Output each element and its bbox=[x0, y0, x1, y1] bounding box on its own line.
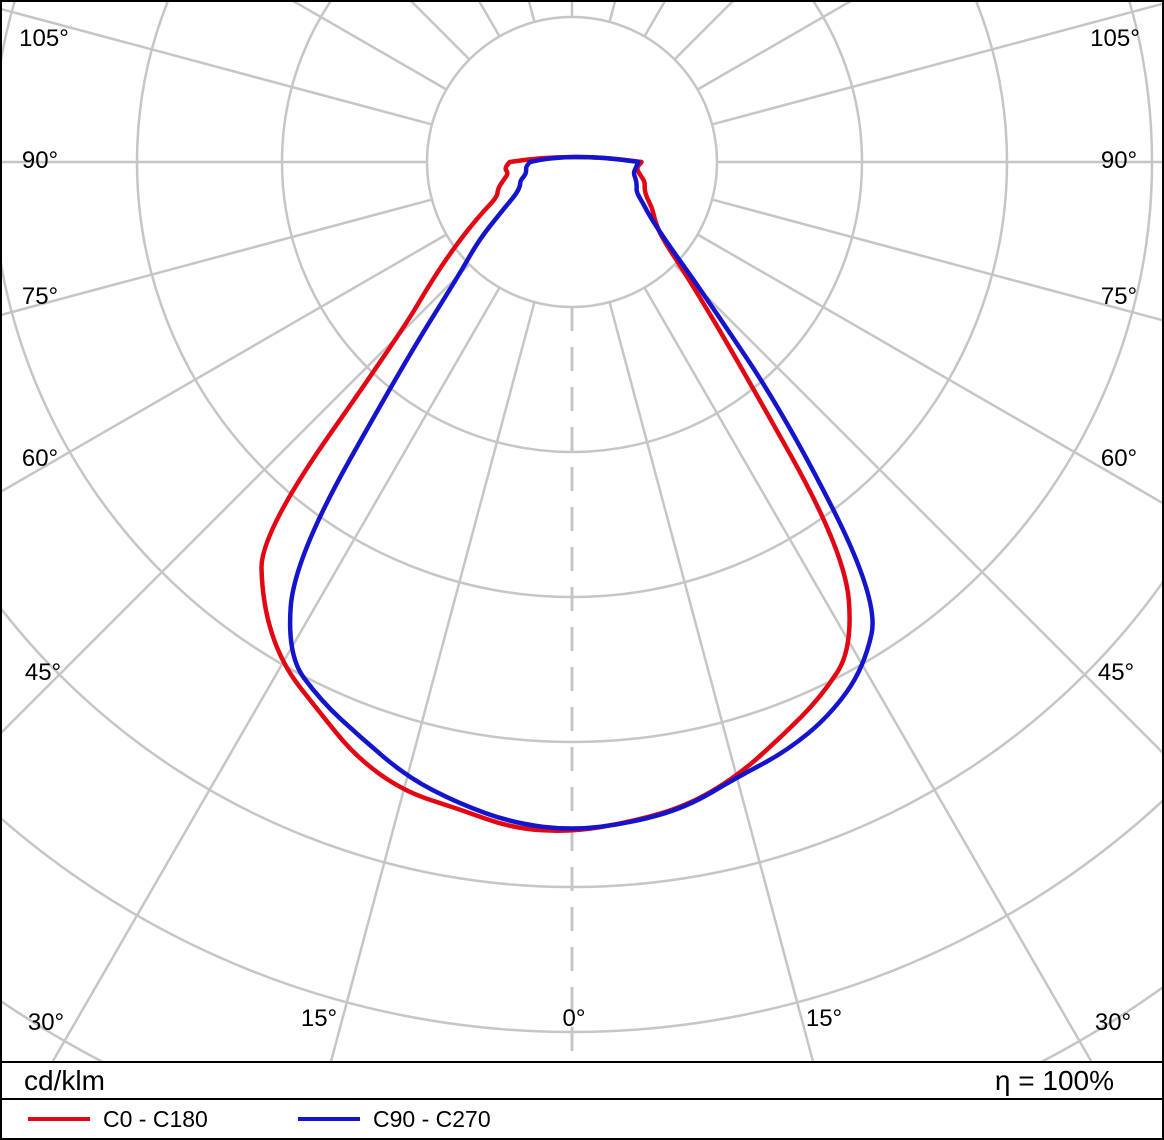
blue-curve-line-icon bbox=[298, 1117, 360, 1121]
angle-label: 90° bbox=[21, 147, 59, 174]
grid-ray bbox=[673, 2, 734, 61]
angle-label: 15° bbox=[805, 1005, 843, 1032]
angle-label: 0° bbox=[562, 1005, 586, 1032]
legend-label-c0-c180: C0 - C180 bbox=[103, 1105, 208, 1132]
grid-ring bbox=[425, 15, 719, 309]
grid-ray bbox=[478, 2, 501, 38]
efficiency-label: η = 100% bbox=[994, 1064, 1114, 1096]
grid-ray bbox=[2, 198, 433, 317]
grid-ring bbox=[2, 2, 1154, 744]
angle-label: 30° bbox=[27, 1009, 65, 1036]
grid-ray bbox=[2, 263, 471, 734]
grid-ray bbox=[527, 2, 536, 23]
legend-item-c0-c180: C0 - C180 bbox=[28, 1106, 252, 1133]
grid-ray bbox=[711, 2, 1162, 126]
angle-label: 75° bbox=[21, 283, 59, 310]
legend-item-c90-c270: C90 - C270 bbox=[298, 1106, 491, 1133]
angle-label: 60° bbox=[21, 445, 59, 472]
grid-ray bbox=[2, 233, 448, 493]
angle-label: 60° bbox=[1100, 445, 1138, 472]
grid-ray bbox=[2, 7, 433, 126]
grid-ring bbox=[280, 2, 864, 454]
angle-label: 75° bbox=[1100, 283, 1138, 310]
grid-ray bbox=[673, 263, 1162, 754]
legend: C0 - C180 C90 - C270 bbox=[2, 1100, 1162, 1138]
grid-ring bbox=[2, 581, 1162, 889]
footer-top-row: cd/klm η = 100% bbox=[2, 1063, 1162, 1100]
angle-label: 105° bbox=[19, 25, 69, 52]
polar-chart-svg bbox=[2, 2, 1162, 1061]
polar-diagram: 105° 90° 75° 60° 45° 30° 105° 90° 75° 60° 45° 30° 15… bbox=[2, 2, 1162, 1063]
grid-ray bbox=[51, 286, 501, 1061]
grid-ray bbox=[643, 2, 666, 38]
grid-ray bbox=[410, 2, 471, 61]
grid-ray bbox=[608, 301, 815, 1061]
red-curve-line-icon bbox=[28, 1117, 90, 1121]
grid-ray bbox=[608, 2, 617, 23]
grid-ray bbox=[696, 233, 1162, 505]
grid-ray bbox=[329, 301, 536, 1061]
angle-label: 45° bbox=[1097, 659, 1135, 686]
angle-label: 30° bbox=[1094, 1009, 1132, 1036]
diagram-footer: cd/klm η = 100% C0 - C180 C90 - C270 bbox=[2, 1063, 1162, 1138]
angle-label: 90° bbox=[1100, 147, 1138, 174]
grid-ray bbox=[643, 286, 1093, 1061]
grid-ray bbox=[711, 198, 1162, 322]
units-label: cd/klm bbox=[24, 1064, 105, 1096]
angle-label: 105° bbox=[1090, 25, 1140, 52]
legend-label-c90-c270: C90 - C270 bbox=[373, 1105, 491, 1132]
intensity-curve-c90-c270 bbox=[287, 154, 875, 831]
angle-label: 45° bbox=[24, 659, 62, 686]
angle-label: 15° bbox=[300, 1005, 338, 1032]
